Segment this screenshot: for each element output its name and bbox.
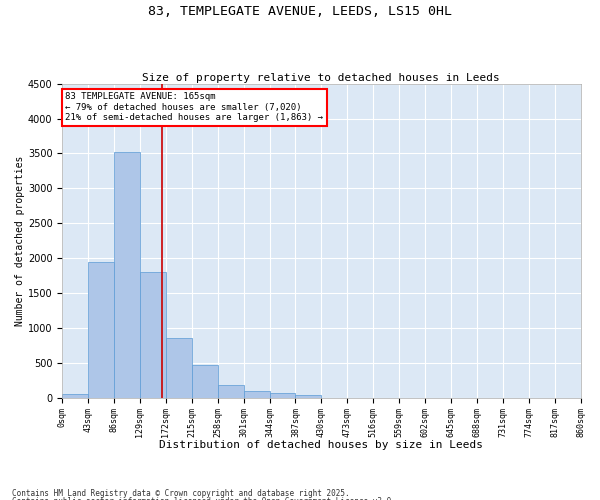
- Bar: [140, 272, 166, 398]
- Y-axis label: Number of detached properties: Number of detached properties: [15, 156, 25, 326]
- Bar: [166, 338, 192, 398]
- Text: Contains HM Land Registry data © Crown copyright and database right 2025.: Contains HM Land Registry data © Crown c…: [12, 488, 350, 498]
- Text: 83 TEMPLEGATE AVENUE: 165sqm
← 79% of detached houses are smaller (7,020)
21% of: 83 TEMPLEGATE AVENUE: 165sqm ← 79% of de…: [65, 92, 323, 122]
- Bar: [269, 394, 295, 398]
- Text: Contains public sector information licensed under the Open Government Licence v3: Contains public sector information licen…: [12, 497, 396, 500]
- Bar: [218, 385, 244, 398]
- Text: 83, TEMPLEGATE AVENUE, LEEDS, LS15 0HL: 83, TEMPLEGATE AVENUE, LEEDS, LS15 0HL: [148, 5, 452, 18]
- Bar: [192, 366, 218, 398]
- Bar: [244, 391, 269, 398]
- Title: Size of property relative to detached houses in Leeds: Size of property relative to detached ho…: [143, 73, 500, 83]
- Bar: [295, 394, 322, 398]
- X-axis label: Distribution of detached houses by size in Leeds: Distribution of detached houses by size …: [160, 440, 484, 450]
- Bar: [62, 394, 88, 398]
- Bar: [88, 262, 114, 398]
- Bar: [114, 152, 140, 398]
